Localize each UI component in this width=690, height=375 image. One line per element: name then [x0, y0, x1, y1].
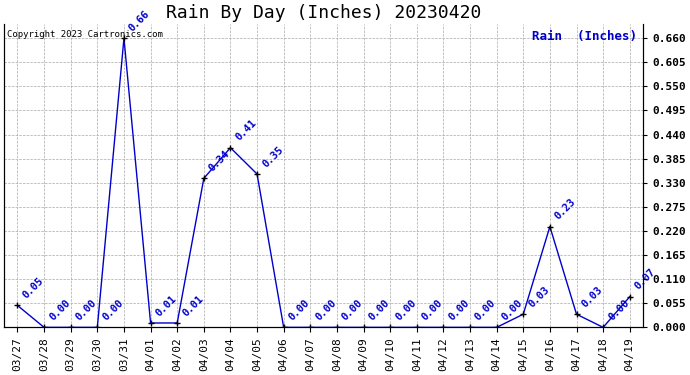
Text: 0.34: 0.34: [207, 148, 232, 173]
Text: Rain  (Inches): Rain (Inches): [532, 30, 637, 43]
Text: 0.66: 0.66: [127, 8, 152, 33]
Text: 0.05: 0.05: [21, 276, 46, 300]
Text: 0.35: 0.35: [260, 144, 285, 169]
Text: 0.00: 0.00: [313, 298, 338, 322]
Text: 0.03: 0.03: [580, 285, 604, 309]
Title: Rain By Day (Inches) 20230420: Rain By Day (Inches) 20230420: [166, 4, 482, 22]
Text: 0.00: 0.00: [48, 298, 72, 322]
Text: 0.00: 0.00: [420, 298, 445, 322]
Text: 0.01: 0.01: [154, 293, 179, 318]
Text: 0.00: 0.00: [607, 298, 631, 322]
Text: 0.00: 0.00: [473, 298, 498, 322]
Text: 0.00: 0.00: [287, 298, 312, 322]
Text: 0.00: 0.00: [500, 298, 524, 322]
Text: 0.00: 0.00: [74, 298, 99, 322]
Text: 0.00: 0.00: [340, 298, 365, 322]
Text: 0.23: 0.23: [553, 197, 578, 222]
Text: 0.00: 0.00: [446, 298, 471, 322]
Text: 0.00: 0.00: [367, 298, 391, 322]
Text: 0.41: 0.41: [234, 118, 258, 143]
Text: 0.00: 0.00: [393, 298, 418, 322]
Text: 0.07: 0.07: [633, 267, 658, 292]
Text: 0.00: 0.00: [101, 298, 126, 322]
Text: Copyright 2023 Cartronics.com: Copyright 2023 Cartronics.com: [8, 30, 164, 39]
Text: 0.01: 0.01: [180, 293, 205, 318]
Text: 0.03: 0.03: [526, 285, 551, 309]
